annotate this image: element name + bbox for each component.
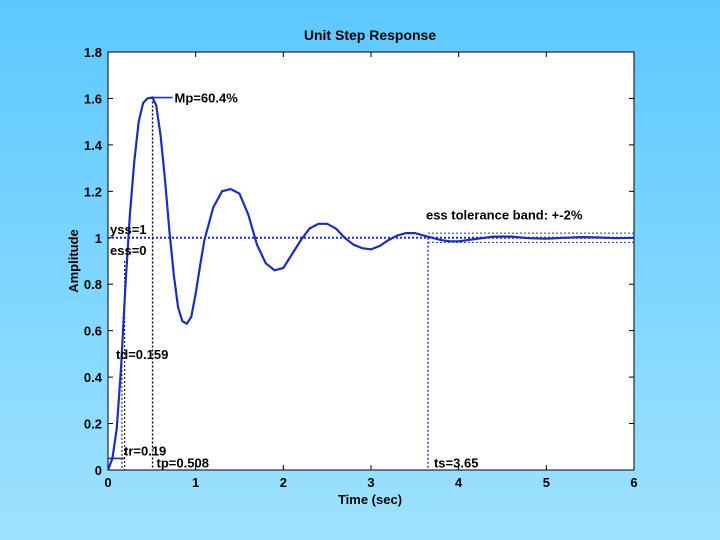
plot-area (107, 51, 635, 471)
annotation-ts: ts=3.65 (434, 455, 478, 470)
x-tick-label: 6 (630, 475, 637, 490)
x-tick-label: 1 (192, 475, 199, 490)
x-tick-label: 5 (543, 475, 550, 490)
axis-ticks: 0 1 2 3 4 5 6 0 0.2 0.4 0.6 0.8 1 1.2 1.4 1.6 1.8 (84, 45, 638, 490)
y-tick-label: 0.4 (84, 370, 103, 385)
y-tick-label: 0.6 (84, 324, 102, 339)
y-tick-label: 1.2 (84, 184, 102, 199)
chart-title: Unit Step Response (304, 27, 436, 43)
series-line-step-response (106, 96, 635, 471)
y-tick-label: 1.8 (84, 45, 102, 60)
y-tick-label: 1.4 (84, 138, 103, 153)
annotation-yss: yss=1 (110, 222, 147, 237)
y-axis-label: Amplitude (66, 229, 81, 293)
annotation-tp: tp=0.508 (157, 455, 209, 470)
x-tick-label: 2 (280, 475, 287, 490)
annotation-mp: Mp=60.4% (175, 91, 239, 106)
annotation-td: td=0.159 (116, 347, 168, 362)
y-tick-label: 1.6 (84, 91, 102, 106)
x-tick-label: 4 (455, 475, 463, 490)
x-tick-label: 0 (104, 475, 111, 490)
annotation-tr: tr=0.19 (124, 443, 166, 458)
y-tick-label: 0.2 (84, 417, 102, 432)
annotation-tolerance-band: ess tolerance band: +-2% (426, 208, 583, 223)
annotation-ess: ess=0 (110, 243, 147, 258)
x-tick-label: 3 (367, 475, 374, 490)
guide-lines (108, 96, 634, 470)
x-axis-label: Time (sec) (338, 492, 402, 507)
y-tick-label: 0.8 (84, 277, 102, 292)
y-tick-label: 1 (95, 231, 102, 246)
y-tick-label: 0 (95, 463, 102, 478)
